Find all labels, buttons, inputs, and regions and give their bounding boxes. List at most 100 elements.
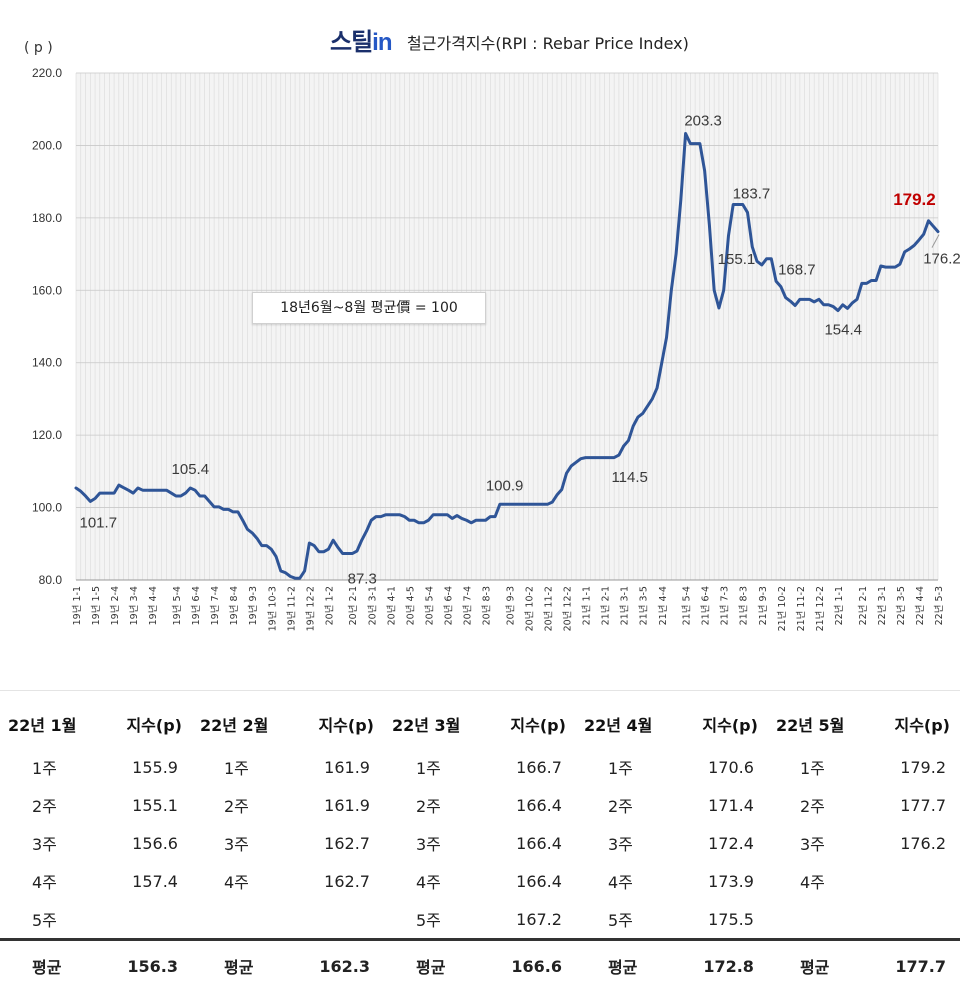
x-tick-label: 19년 6-4 xyxy=(191,586,202,625)
index-header: 지수(p) xyxy=(295,700,384,748)
index-value: 166.4 xyxy=(487,862,576,900)
week-label: 4주 xyxy=(192,862,295,900)
data-label: 100.9 xyxy=(486,477,524,494)
data-label: 101.7 xyxy=(80,514,118,531)
data-label: 168.7 xyxy=(778,262,816,279)
week-label: 1주 xyxy=(0,748,103,786)
x-tick-label: 22년 3-1 xyxy=(877,586,888,625)
x-tick-label: 19년 11-2 xyxy=(286,586,297,631)
month-header: 22년 3월 xyxy=(384,700,487,748)
x-tick-label: 21년 2-1 xyxy=(601,586,612,625)
index-value: 175.5 xyxy=(679,900,768,940)
x-tick-label: 19년 4-4 xyxy=(148,586,159,625)
week-label: 4주 xyxy=(384,862,487,900)
index-value: 161.9 xyxy=(295,786,384,824)
index-value: 166.7 xyxy=(487,748,576,786)
x-tick-label: 22년 3-5 xyxy=(896,586,907,625)
index-value: 155.9 xyxy=(103,748,192,786)
week-label: 2주 xyxy=(384,786,487,824)
average-value: 162.3 xyxy=(295,940,384,991)
index-header: 지수(p) xyxy=(871,700,960,748)
week-label: 3주 xyxy=(0,824,103,862)
index-header: 지수(p) xyxy=(679,700,768,748)
data-label: 179.2 xyxy=(893,190,936,209)
week-label: 4주 xyxy=(576,862,679,900)
x-tick-label: 19년 12-2 xyxy=(305,586,316,631)
data-label: 183.7 xyxy=(733,185,771,202)
y-tick-label: 200.0 xyxy=(32,138,62,152)
x-tick-label: 20년 2-1 xyxy=(348,586,359,625)
x-tick-label: 20년 6-4 xyxy=(443,586,454,625)
x-tick-label: 19년 7-4 xyxy=(210,586,221,625)
week-label: 3주 xyxy=(192,824,295,862)
month-header: 22년 1월 xyxy=(0,700,103,748)
index-value: 161.9 xyxy=(295,748,384,786)
week-label: 2주 xyxy=(576,786,679,824)
x-tick-label: 22년 2-1 xyxy=(858,586,869,625)
y-tick-label: 100.0 xyxy=(32,501,62,515)
data-label: 87.3 xyxy=(348,571,377,588)
x-tick-label: 19년 8-4 xyxy=(229,586,240,625)
y-tick-label: 120.0 xyxy=(32,428,62,442)
data-label: 176.2 xyxy=(923,251,960,268)
x-tick-label: 21년 10-2 xyxy=(777,586,788,631)
x-tick-label: 21년 4-4 xyxy=(658,586,669,625)
data-label: 114.5 xyxy=(611,469,647,486)
x-tick-label: 21년 7-3 xyxy=(720,586,731,625)
week-label: 4주 xyxy=(0,862,103,900)
x-tick-label: 19년 1-5 xyxy=(91,586,102,625)
index-value: 172.4 xyxy=(679,824,768,862)
data-label: 203.3 xyxy=(684,113,722,130)
index-value: 155.1 xyxy=(103,786,192,824)
average-value: 172.8 xyxy=(679,940,768,991)
week-label: 2주 xyxy=(0,786,103,824)
average-label: 평균 xyxy=(192,940,295,991)
average-label: 평균 xyxy=(576,940,679,991)
average-value: 156.3 xyxy=(103,940,192,991)
index-value: 173.9 xyxy=(679,862,768,900)
week-label: 3주 xyxy=(384,824,487,862)
x-tick-label: 20년 4-1 xyxy=(386,586,397,625)
index-value xyxy=(103,900,192,940)
index-header: 지수(p) xyxy=(103,700,192,748)
index-value xyxy=(871,862,960,900)
x-tick-label: 20년 11-2 xyxy=(543,586,554,631)
index-value: 156.6 xyxy=(103,824,192,862)
data-label: 154.4 xyxy=(824,322,862,339)
index-value: 170.6 xyxy=(679,748,768,786)
week-label xyxy=(192,900,295,940)
index-value: 176.2 xyxy=(871,824,960,862)
average-value: 177.7 xyxy=(871,940,960,991)
x-tick-label: 21년 12-2 xyxy=(815,586,826,631)
index-value: 179.2 xyxy=(871,748,960,786)
y-tick-label: 160.0 xyxy=(32,283,62,297)
month-header: 22년 2월 xyxy=(192,700,295,748)
x-tick-label: 20년 4-5 xyxy=(405,586,416,625)
index-header: 지수(p) xyxy=(487,700,576,748)
x-tick-label: 20년 1-2 xyxy=(324,586,335,625)
week-label: 1주 xyxy=(768,748,871,786)
week-label: 2주 xyxy=(768,786,871,824)
x-tick-label: 21년 6-4 xyxy=(701,586,712,625)
x-tick-label: 19년 1-1 xyxy=(72,586,83,625)
y-tick-label: 80.0 xyxy=(39,573,63,587)
week-label: 5주 xyxy=(384,900,487,940)
index-value: 166.4 xyxy=(487,824,576,862)
index-value: 162.7 xyxy=(295,862,384,900)
average-value: 166.6 xyxy=(487,940,576,991)
x-tick-label: 20년 10-2 xyxy=(524,586,535,631)
y-tick-label: 180.0 xyxy=(32,211,62,225)
average-label: 평균 xyxy=(0,940,103,991)
x-tick-label: 20년 8-3 xyxy=(482,586,493,625)
week-label: 2주 xyxy=(192,786,295,824)
week-label: 5주 xyxy=(576,900,679,940)
x-tick-label: 19년 10-3 xyxy=(267,586,278,631)
index-value: 162.7 xyxy=(295,824,384,862)
y-tick-label: 220.0 xyxy=(32,66,62,80)
index-value: 166.4 xyxy=(487,786,576,824)
